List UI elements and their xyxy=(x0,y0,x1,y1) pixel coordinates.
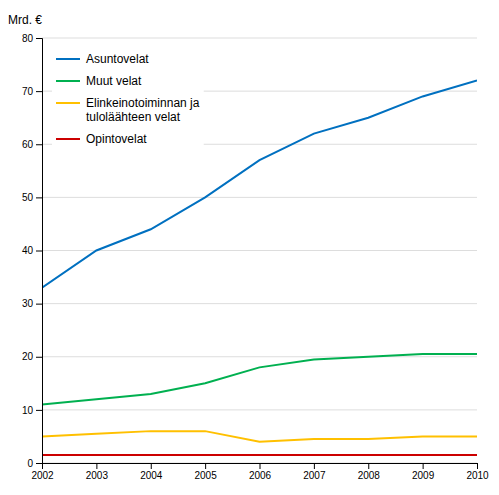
tick-label: 2008 xyxy=(358,470,381,481)
tick-label: 60 xyxy=(22,139,34,150)
tick: 60 xyxy=(22,139,42,150)
axis-line xyxy=(43,464,478,470)
tick: 2007 xyxy=(303,463,326,481)
tick-label: 50 xyxy=(22,192,34,203)
tick-mark xyxy=(314,463,315,469)
tick: 2006 xyxy=(249,463,272,481)
legend-entry: Muut velat xyxy=(56,74,142,88)
tick-mark xyxy=(36,91,42,92)
tick-mark xyxy=(151,463,152,469)
grid xyxy=(42,38,477,463)
tick-label: 2010 xyxy=(466,470,489,481)
tick: 20 xyxy=(22,351,42,362)
tick-label: 40 xyxy=(22,245,34,256)
tick: 30 xyxy=(22,298,42,309)
tick-label: 2005 xyxy=(195,470,218,481)
tick: 2010 xyxy=(466,463,489,481)
tick: 2002 xyxy=(31,463,54,481)
legend-swatch xyxy=(56,102,80,104)
grid-line xyxy=(42,303,477,304)
grid-line xyxy=(42,409,477,410)
plot: 2002 2003 2004 2005 2006 2007 2008 2009 2010 0 10 2… xyxy=(22,33,489,481)
chart: 2002 2003 2004 2005 2006 2007 2008 2009 2010 0 10 2… xyxy=(0,0,499,495)
series-line xyxy=(42,354,477,404)
legend-label: Muut velat xyxy=(86,74,142,88)
tick-mark xyxy=(36,144,42,145)
tick-label: 2009 xyxy=(412,470,435,481)
tick-label: 10 xyxy=(22,405,34,416)
tick-label: 20 xyxy=(22,351,34,362)
tick: 2009 xyxy=(412,463,435,481)
grid-line xyxy=(42,250,477,251)
series-line xyxy=(42,431,477,442)
tick: 50 xyxy=(22,192,42,203)
legend-label: Elinkeinotoiminnan jatuloläähteen velat xyxy=(86,96,200,124)
tick-mark xyxy=(477,463,478,469)
tick-label: 2002 xyxy=(31,470,54,481)
tick-mark xyxy=(36,357,42,358)
tick: 0 xyxy=(27,458,42,469)
tick-label: 80 xyxy=(22,33,34,44)
tick-mark xyxy=(260,463,261,469)
tick-mark xyxy=(36,197,42,198)
legend-label: Asuntovelat xyxy=(86,52,149,66)
lines xyxy=(42,81,477,456)
y-axis: 0 10 20 30 40 50 60 70 80 xyxy=(22,33,43,469)
tick-label: 30 xyxy=(22,298,34,309)
legend-label-line: Asuntovelat xyxy=(86,52,149,66)
tick-mark xyxy=(423,463,424,469)
legend-swatch xyxy=(56,138,80,140)
x-axis: 2002 2003 2004 2005 2006 2007 2008 2009 2010 xyxy=(31,463,489,481)
tick-mark xyxy=(36,410,42,411)
tick-label: 70 xyxy=(22,86,34,97)
legend-entry: Elinkeinotoiminnan jatuloläähteen velat xyxy=(56,96,200,124)
tick: 70 xyxy=(22,86,42,97)
tick: 2004 xyxy=(140,463,163,481)
tick: 2008 xyxy=(358,463,381,481)
tick-mark xyxy=(205,463,206,469)
legend-label-line: Opintovelat xyxy=(86,132,147,146)
tick: 2005 xyxy=(195,463,218,481)
legend-label-line: tuloläähteen velat xyxy=(86,110,181,124)
tick: 10 xyxy=(22,405,42,416)
legend-swatch xyxy=(56,80,80,82)
tick-mark xyxy=(36,251,42,252)
series-line xyxy=(42,454,477,456)
axis-line xyxy=(36,39,43,464)
tick: 2003 xyxy=(86,463,109,481)
grid-line xyxy=(42,38,477,39)
tick-mark xyxy=(36,304,42,305)
y-axis-title: Mrd. € xyxy=(8,13,42,27)
legend-background xyxy=(52,48,204,150)
tick-label: 2006 xyxy=(249,470,272,481)
tick: 40 xyxy=(22,245,42,256)
tick-mark xyxy=(96,463,97,469)
grid-line xyxy=(42,197,477,198)
tick-mark xyxy=(36,463,42,464)
tick-mark xyxy=(36,38,42,39)
tick-label: 2003 xyxy=(86,470,109,481)
tick-label: 0 xyxy=(27,458,33,469)
legend-entry: Asuntovelat xyxy=(56,52,149,66)
grid-line xyxy=(42,356,477,357)
tick: 80 xyxy=(22,33,42,44)
legend-label-line: Elinkeinotoiminnan ja xyxy=(86,96,200,110)
legend: Asuntovelat Muut velat Elinkeinotoiminnan … xyxy=(52,48,204,150)
legend-label: Opintovelat xyxy=(86,132,147,146)
series-line xyxy=(42,81,477,288)
legend-swatch xyxy=(56,58,80,60)
tick-label: 2007 xyxy=(303,470,326,481)
tick-mark xyxy=(368,463,369,469)
legend-label-line: Muut velat xyxy=(86,74,142,88)
tick-label: 2004 xyxy=(140,470,163,481)
legend-entry: Opintovelat xyxy=(56,132,147,146)
